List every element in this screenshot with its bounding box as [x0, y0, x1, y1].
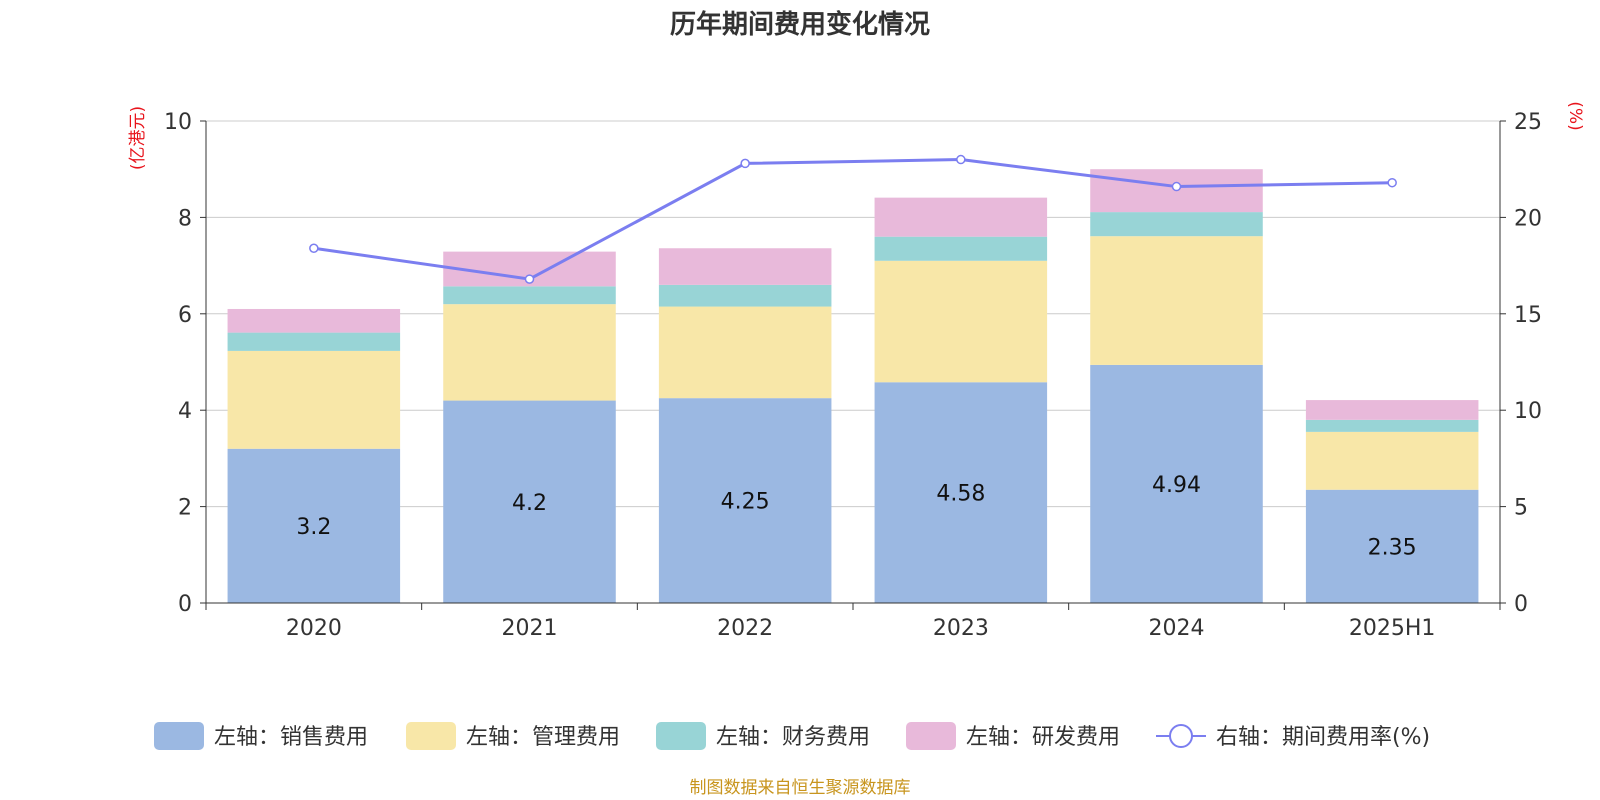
ratio-point: [740, 158, 750, 169]
bar-segment: [227, 308, 401, 333]
legend-swatch: [406, 722, 456, 750]
bar-segment: [443, 286, 616, 305]
bar-segment: [227, 350, 401, 449]
bar-segment: [1305, 431, 1479, 490]
bar-segment: [658, 398, 832, 603]
legend-label: 左轴：销售费用: [214, 725, 368, 750]
bar-segment: [874, 197, 1048, 237]
expense-ratio-line: [309, 154, 1397, 284]
legend: 左轴：销售费用 左轴：管理费用 左轴：财务费用 左轴：研发费用 右轴：期间费用率(%): [154, 722, 1430, 750]
ratio-point: [1387, 177, 1397, 188]
bar-segment: [658, 284, 832, 307]
left-tick-label: 2: [178, 496, 192, 521]
bar-segment: [443, 304, 616, 401]
bar-segment: [443, 400, 616, 603]
chart-title: 历年期间费用变化情况: [670, 9, 930, 40]
axes: 0 2 4 6 8 10 0 5 10 15 20 25 2020 2021 2022 2023 2024 202…: [164, 110, 1542, 641]
bar-segment: [1090, 364, 1263, 603]
legend-label: 左轴：研发费用: [966, 725, 1120, 750]
ratio-line-path: [313, 158, 1393, 281]
right-axis-unit: (%): [1565, 101, 1585, 130]
bar-segment: [1090, 236, 1263, 365]
bar-segment: [874, 236, 1048, 261]
bar-value-label: 3.2: [296, 515, 331, 540]
bar-segment: [227, 448, 401, 603]
bar-segment: [658, 248, 832, 285]
bar-value-label: 2.35: [1368, 535, 1417, 560]
right-tick-label: 25: [1514, 110, 1542, 135]
bar-segment: [1305, 419, 1479, 432]
bar-stacks: [227, 169, 1479, 603]
right-tick-label: 5: [1514, 496, 1528, 521]
left-tick-label: 4: [178, 399, 192, 424]
right-tick-label: 15: [1514, 303, 1542, 328]
legend-swatch: [154, 722, 204, 750]
ratio-point: [309, 243, 319, 253]
bar-segment: [658, 306, 832, 399]
x-tick-label: 2022: [717, 616, 773, 641]
left-axis-unit: (亿港元): [128, 106, 148, 170]
bar-segment: [874, 382, 1048, 603]
x-tick-label: 2023: [933, 616, 989, 641]
x-tick-label: 2021: [502, 616, 558, 641]
x-tick-label: 2020: [286, 616, 342, 641]
left-tick-label: 0: [178, 592, 192, 617]
legend-swatch: [656, 722, 706, 750]
legend-marker: [1169, 724, 1193, 748]
ratio-point: [1171, 181, 1182, 192]
right-tick-label: 20: [1514, 206, 1542, 231]
ratio-point: [524, 274, 535, 284]
bar-segment: [1090, 212, 1263, 237]
ratio-point: [956, 154, 966, 165]
x-tick-label: 2024: [1149, 616, 1205, 641]
x-tick-label: 2025H1: [1349, 616, 1436, 641]
bar-segment: [1305, 489, 1479, 603]
bar-value-label: 4.2: [512, 491, 547, 516]
bar-value-label: 4.94: [1152, 473, 1201, 498]
legend-label: 右轴：期间费用率(%): [1216, 725, 1430, 750]
right-tick-label: 10: [1514, 399, 1542, 424]
bar-segment: [874, 260, 1048, 383]
gridlines: [206, 120, 1500, 508]
bar-value-label: 4.25: [721, 490, 770, 515]
legend-swatch: [906, 722, 956, 750]
bar-value-label: 4.58: [936, 482, 985, 507]
bar-segment: [227, 332, 401, 351]
right-tick-label: 0: [1514, 592, 1528, 617]
left-tick-label: 10: [164, 110, 192, 135]
bar-data-labels: 3.2 4.2 4.25 4.58 4.94 2.35: [296, 473, 1416, 560]
legend-label: 左轴：管理费用: [466, 725, 620, 750]
bar-segment: [1305, 400, 1479, 420]
legend-label: 左轴：财务费用: [716, 725, 870, 750]
source-note: 制图数据来自恒生聚源数据库: [690, 778, 911, 798]
left-tick-label: 6: [178, 303, 192, 328]
left-tick-label: 8: [178, 206, 192, 231]
